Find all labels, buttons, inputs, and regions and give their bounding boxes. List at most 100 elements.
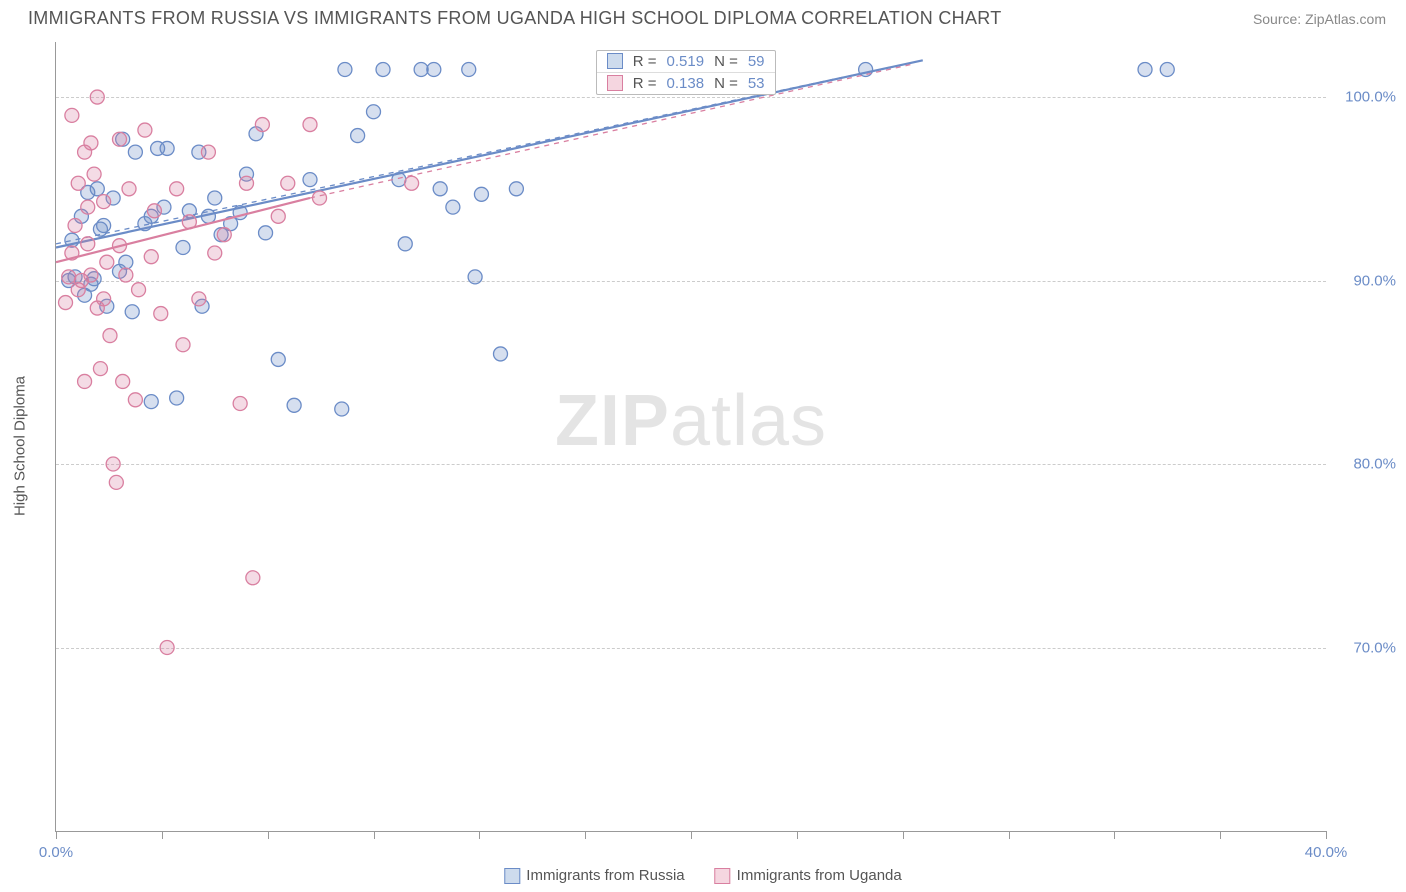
- scatter-point: [446, 200, 460, 214]
- scatter-point: [468, 270, 482, 284]
- scatter-point: [103, 329, 117, 343]
- y-tick-label: 90.0%: [1336, 272, 1396, 289]
- scatter-point: [271, 352, 285, 366]
- scatter-point: [208, 246, 222, 260]
- n-label: N =: [714, 75, 738, 92]
- scatter-point: [84, 268, 98, 282]
- x-tick-label: 40.0%: [1305, 844, 1348, 861]
- scatter-point: [433, 182, 447, 196]
- scatter-point: [100, 255, 114, 269]
- scatter-point: [144, 395, 158, 409]
- plot-area: 70.0%80.0%90.0%100.0%0.0%40.0% ZIPatlas …: [55, 42, 1326, 832]
- x-minor-tick: [797, 831, 798, 839]
- scatter-point: [59, 296, 73, 310]
- scatter-point: [125, 305, 139, 319]
- scatter-point: [176, 241, 190, 255]
- x-tick: [1326, 831, 1327, 839]
- x-minor-tick: [268, 831, 269, 839]
- scatter-svg: [56, 42, 1326, 831]
- scatter-point: [338, 63, 352, 77]
- scatter-point: [351, 129, 365, 143]
- y-tick-label: 70.0%: [1336, 639, 1396, 656]
- scatter-point: [128, 145, 142, 159]
- scatter-point: [427, 63, 441, 77]
- x-minor-tick: [1220, 831, 1221, 839]
- scatter-point: [160, 141, 174, 155]
- scatter-point: [147, 204, 161, 218]
- n-label: N =: [714, 53, 738, 70]
- stats-row: R = 0.519 N = 59: [597, 51, 775, 73]
- scatter-point: [71, 176, 85, 190]
- scatter-point: [97, 195, 111, 209]
- scatter-point: [303, 173, 317, 187]
- scatter-point: [87, 167, 101, 181]
- scatter-point: [81, 200, 95, 214]
- y-tick-label: 100.0%: [1336, 89, 1396, 106]
- legend-swatch: [715, 868, 731, 884]
- x-tick: [1009, 831, 1010, 839]
- scatter-point: [281, 176, 295, 190]
- scatter-point: [271, 209, 285, 223]
- x-minor-tick: [585, 831, 586, 839]
- scatter-point: [106, 457, 120, 471]
- scatter-point: [405, 176, 419, 190]
- scatter-point: [246, 571, 260, 585]
- x-tick: [691, 831, 692, 839]
- legend-label: Immigrants from Uganda: [737, 867, 902, 884]
- scatter-point: [68, 218, 82, 232]
- scatter-point: [78, 374, 92, 388]
- r-value: 0.138: [667, 75, 705, 92]
- scatter-point: [62, 270, 76, 284]
- scatter-point: [494, 347, 508, 361]
- scatter-point: [113, 132, 127, 146]
- scatter-point: [119, 268, 133, 282]
- scatter-point: [122, 182, 136, 196]
- scatter-point: [509, 182, 523, 196]
- scatter-point: [81, 237, 95, 251]
- scatter-point: [201, 145, 215, 159]
- scatter-point: [367, 105, 381, 119]
- scatter-point: [90, 182, 104, 196]
- x-tick-label: 0.0%: [39, 844, 73, 861]
- x-minor-tick: [903, 831, 904, 839]
- scatter-point: [462, 63, 476, 77]
- scatter-point: [138, 123, 152, 137]
- scatter-point: [65, 108, 79, 122]
- x-tick: [374, 831, 375, 839]
- scatter-point: [1138, 63, 1152, 77]
- scatter-point: [414, 63, 428, 77]
- scatter-point: [303, 118, 317, 132]
- scatter-point: [144, 250, 158, 264]
- legend-item: Immigrants from Uganda: [715, 867, 902, 884]
- scatter-point: [259, 226, 273, 240]
- chart-title: IMMIGRANTS FROM RUSSIA VS IMMIGRANTS FRO…: [28, 8, 1002, 29]
- scatter-point: [287, 398, 301, 412]
- scatter-point: [208, 191, 222, 205]
- scatter-point: [170, 391, 184, 405]
- r-label: R =: [633, 53, 657, 70]
- scatter-point: [1160, 63, 1174, 77]
- scatter-point: [109, 475, 123, 489]
- scatter-point: [233, 396, 247, 410]
- scatter-point: [154, 307, 168, 321]
- scatter-point: [192, 292, 206, 306]
- chart-header: IMMIGRANTS FROM RUSSIA VS IMMIGRANTS FRO…: [0, 0, 1406, 35]
- x-minor-tick: [479, 831, 480, 839]
- stats-swatch: [607, 75, 623, 91]
- stats-swatch: [607, 53, 623, 69]
- scatter-point: [176, 338, 190, 352]
- r-label: R =: [633, 75, 657, 92]
- scatter-point: [97, 218, 111, 232]
- scatter-point: [217, 228, 231, 242]
- scatter-point: [240, 176, 254, 190]
- n-value: 59: [748, 53, 765, 70]
- n-value: 53: [748, 75, 765, 92]
- r-value: 0.519: [667, 53, 705, 70]
- stats-legend: R = 0.519 N = 59 R = 0.138 N = 53: [596, 50, 776, 95]
- scatter-point: [313, 191, 327, 205]
- scatter-point: [93, 362, 107, 376]
- legend-swatch: [504, 868, 520, 884]
- x-minor-tick: [162, 831, 163, 839]
- scatter-point: [335, 402, 349, 416]
- scatter-point: [119, 255, 133, 269]
